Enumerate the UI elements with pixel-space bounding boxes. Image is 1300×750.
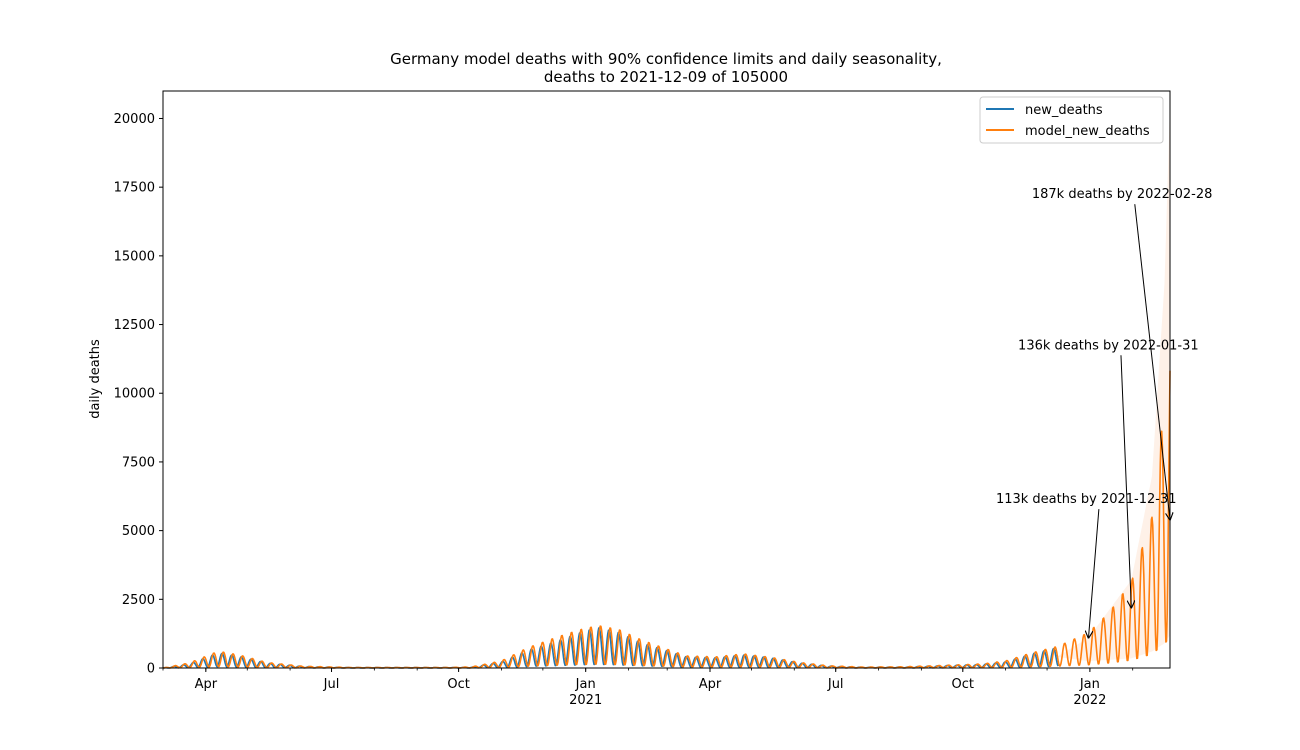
plot-area-frame [162,90,1171,669]
series-line-model-new-deaths [162,370,1171,669]
y-tick-label: 12500 [114,318,155,333]
y-tick-label: 15000 [114,249,155,264]
y-tick-label: 10000 [114,387,155,402]
x-tick-label: Apr [195,677,218,692]
x-tick-label: Apr [699,677,722,692]
chart-title-line-2: deaths to 2021-12-09 of 105000 [544,68,788,86]
y-tick-label: 5000 [122,524,155,539]
y-tick-label: 0 [147,662,155,677]
annotation-layer: 113k deaths by 2021-12-31 136k deaths by … [996,187,1212,638]
x-tick-label: Oct [952,677,974,692]
legend-box [979,96,1164,144]
legend-label-model-new-deaths: model_new_deaths [1025,124,1150,139]
chart-title-line-1: Germany model deaths with 90% confidence… [390,50,942,68]
legend: new_deaths model_new_deaths [979,96,1164,144]
annotation-arrow [1089,509,1100,638]
legend-label-new-deaths: new_deaths [1025,103,1103,118]
x-tick-year-label: 2022 [1073,693,1106,708]
x-tick-label: Oct [447,677,469,692]
x-tick-label: Jul [827,677,844,692]
annotation-arrow [1134,204,1170,519]
annotation-label: 136k deaths by 2022-01-31 [1018,338,1199,353]
y-axis-ticks: 0 2500 5000 7500 10000 12500 15000 17500 20000 [114,112,163,677]
x-tick-label: Jan [575,677,596,692]
annotation-arrow [1120,355,1131,607]
annotation-label: 187k deaths by 2022-02-28 [1032,187,1213,202]
x-tick-label: Jan [1079,677,1100,692]
y-tick-label: 2500 [122,593,155,608]
y-tick-label: 7500 [122,455,155,470]
y-axis-label: daily deaths [88,339,103,419]
annotation-label: 113k deaths by 2021-12-31 [996,492,1177,507]
y-tick-label: 20000 [114,112,155,127]
x-tick-label: Jul [323,677,340,692]
x-tick-year-label: 2021 [569,693,602,708]
y-tick-label: 17500 [114,181,155,196]
